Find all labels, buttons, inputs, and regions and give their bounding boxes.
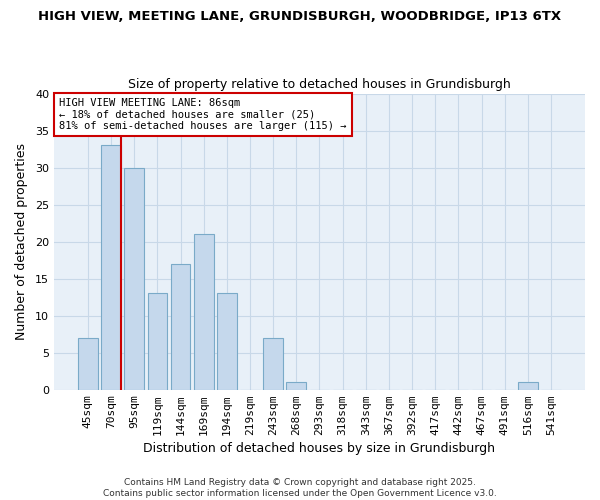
Bar (217, 294, 236, 390)
Bar (286, 382, 306, 390)
Bar (148, 294, 167, 390)
Bar (263, 338, 283, 390)
Text: HIGH VIEW, MEETING LANE, GRUNDISBURGH, WOODBRIDGE, IP13 6TX: HIGH VIEW, MEETING LANE, GRUNDISBURGH, W… (38, 10, 562, 23)
Bar (170, 264, 190, 390)
X-axis label: Distribution of detached houses by size in Grundisburgh: Distribution of detached houses by size … (143, 442, 496, 455)
Y-axis label: Number of detached properties: Number of detached properties (15, 143, 28, 340)
Bar (124, 168, 144, 390)
Text: Contains HM Land Registry data © Crown copyright and database right 2025.
Contai: Contains HM Land Registry data © Crown c… (103, 478, 497, 498)
Title: Size of property relative to detached houses in Grundisburgh: Size of property relative to detached ho… (128, 78, 511, 91)
Bar (101, 146, 121, 390)
Bar (518, 382, 538, 390)
Bar (194, 234, 214, 390)
Text: HIGH VIEW MEETING LANE: 86sqm
← 18% of detached houses are smaller (25)
81% of s: HIGH VIEW MEETING LANE: 86sqm ← 18% of d… (59, 98, 347, 131)
Bar (78, 338, 98, 390)
